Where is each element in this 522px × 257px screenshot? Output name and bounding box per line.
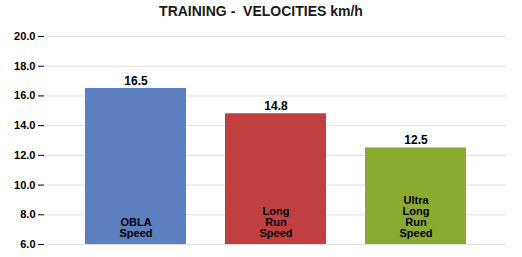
svg-text:6.0: 6.0: [20, 238, 35, 250]
svg-text:UltraLongRunSpeed: UltraLongRunSpeed: [399, 194, 432, 239]
svg-text:18.0: 18.0: [14, 60, 35, 72]
svg-text:10.0: 10.0: [14, 179, 35, 191]
svg-text:14.8: 14.8: [264, 99, 288, 113]
svg-text:16.5: 16.5: [124, 74, 148, 88]
html-text:TRAINING - VELOCITIES km/h: TRAINING - VELOCITIES km/h: [159, 3, 363, 19]
svg-text:12.5: 12.5: [404, 133, 428, 147]
svg-text:14.0: 14.0: [14, 119, 35, 131]
svg-text:LongRunSpeed: LongRunSpeed: [259, 205, 292, 239]
svg-text:8.0: 8.0: [20, 208, 35, 220]
svg-text:OBLASpeed: OBLASpeed: [119, 216, 152, 239]
svg-text:16.0: 16.0: [14, 89, 35, 101]
svg-text:20.0: 20.0: [14, 30, 35, 42]
svg-text:12.0: 12.0: [14, 149, 35, 161]
